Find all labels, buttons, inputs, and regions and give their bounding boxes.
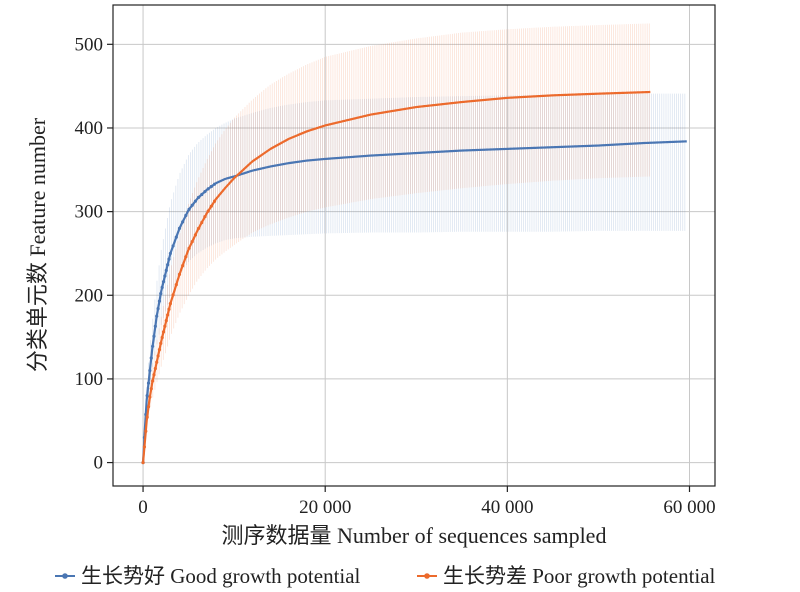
point-good <box>197 195 201 199</box>
point-poor <box>155 360 159 364</box>
point-poor <box>157 348 162 352</box>
point-poor <box>159 341 163 345</box>
plot-frame <box>112 4 716 487</box>
point-poor <box>171 293 175 297</box>
point-good <box>206 187 210 191</box>
point-good <box>148 368 152 373</box>
point-poor <box>149 387 153 391</box>
legend-item-poor: 生长势差 Poor growth potential <box>417 564 716 588</box>
point-good <box>155 314 159 318</box>
point-good <box>153 324 157 328</box>
point-poor <box>174 283 178 287</box>
point-good <box>193 199 198 203</box>
point-good <box>145 394 149 398</box>
point-poor <box>160 335 164 340</box>
point-good <box>152 334 156 338</box>
point-poor <box>193 233 198 237</box>
x-tick-label: 40 000 <box>481 497 533 518</box>
point-poor <box>163 324 167 328</box>
legend-label-poor: 生长势差 Poor growth potential <box>443 564 716 588</box>
point-poor <box>164 318 168 323</box>
y-tick-label: 500 <box>75 34 104 55</box>
point-poor <box>168 302 172 306</box>
y-tick-label: 300 <box>75 202 104 223</box>
point-poor <box>146 405 151 409</box>
point-poor <box>148 395 152 399</box>
series-line-good <box>141 140 687 463</box>
legend: 生长势好 Good growth potential 生长势差 Poor gro… <box>55 564 716 588</box>
legend-marker-good <box>62 573 68 579</box>
error-bars <box>144 23 686 451</box>
y-axis-title: 分类单元数 Feature number <box>25 117 50 372</box>
point-poor <box>156 354 160 358</box>
point-poor <box>187 246 191 250</box>
point-good <box>163 274 167 278</box>
series-lines <box>141 90 687 465</box>
point-good <box>200 192 204 197</box>
point-poor <box>203 215 207 219</box>
point-poor <box>190 239 194 244</box>
point-poor <box>153 366 157 371</box>
point-good <box>156 307 160 311</box>
point-poor <box>144 429 148 433</box>
point-good <box>151 344 155 348</box>
point-good <box>177 226 182 230</box>
point-good <box>203 189 207 194</box>
x-tick-label: 60 000 <box>663 497 715 518</box>
point-good <box>166 263 170 267</box>
point-poor <box>206 209 210 213</box>
point-good <box>160 285 164 289</box>
point-poor <box>200 220 204 225</box>
point-good <box>171 244 175 248</box>
point-poor <box>181 263 185 268</box>
legend-item-good: 生长势好 Good growth potential <box>55 564 361 588</box>
point-good <box>146 381 151 385</box>
x-axis-title: 测序数据量 Number of sequences sampled <box>222 523 607 548</box>
point-good <box>187 207 191 211</box>
point-poor <box>161 330 166 334</box>
point-poor <box>141 460 145 465</box>
point-poor <box>167 307 171 311</box>
legend-marker-poor <box>424 573 430 579</box>
point-poor <box>212 199 217 203</box>
point-good <box>190 203 194 207</box>
point-good <box>212 182 217 186</box>
y-tick-label: 0 <box>94 453 104 474</box>
point-poor <box>152 373 156 377</box>
point-good <box>164 268 168 272</box>
y-tick-label: 100 <box>75 369 104 390</box>
point-good <box>159 292 163 296</box>
legend-label-good: 生长势好 Good growth potential <box>81 564 361 588</box>
y-tick-label: 400 <box>75 118 104 139</box>
point-poor <box>197 226 201 230</box>
point-good <box>181 220 185 224</box>
point-poor <box>177 272 182 276</box>
point-good <box>168 251 172 256</box>
point-poor <box>184 255 188 259</box>
point-good <box>209 184 213 189</box>
point-poor <box>209 204 213 208</box>
series-line-poor <box>141 90 651 463</box>
grid-lines <box>113 5 715 486</box>
point-poor <box>166 313 170 317</box>
axis-ticks: 0 20 000 40 000 60 000 0 100 200 300 400 500 <box>75 34 716 518</box>
point-good <box>161 280 166 284</box>
x-tick-label: 20 000 <box>299 497 351 518</box>
point-good <box>174 235 178 239</box>
point-good <box>184 213 188 218</box>
point-good <box>149 356 153 360</box>
y-tick-label: 200 <box>75 285 104 306</box>
point-poor <box>142 445 147 449</box>
point-good <box>167 257 171 261</box>
point-good <box>157 299 162 303</box>
x-tick-label: 0 <box>138 497 148 518</box>
point-poor <box>145 415 149 419</box>
point-poor <box>151 379 155 383</box>
